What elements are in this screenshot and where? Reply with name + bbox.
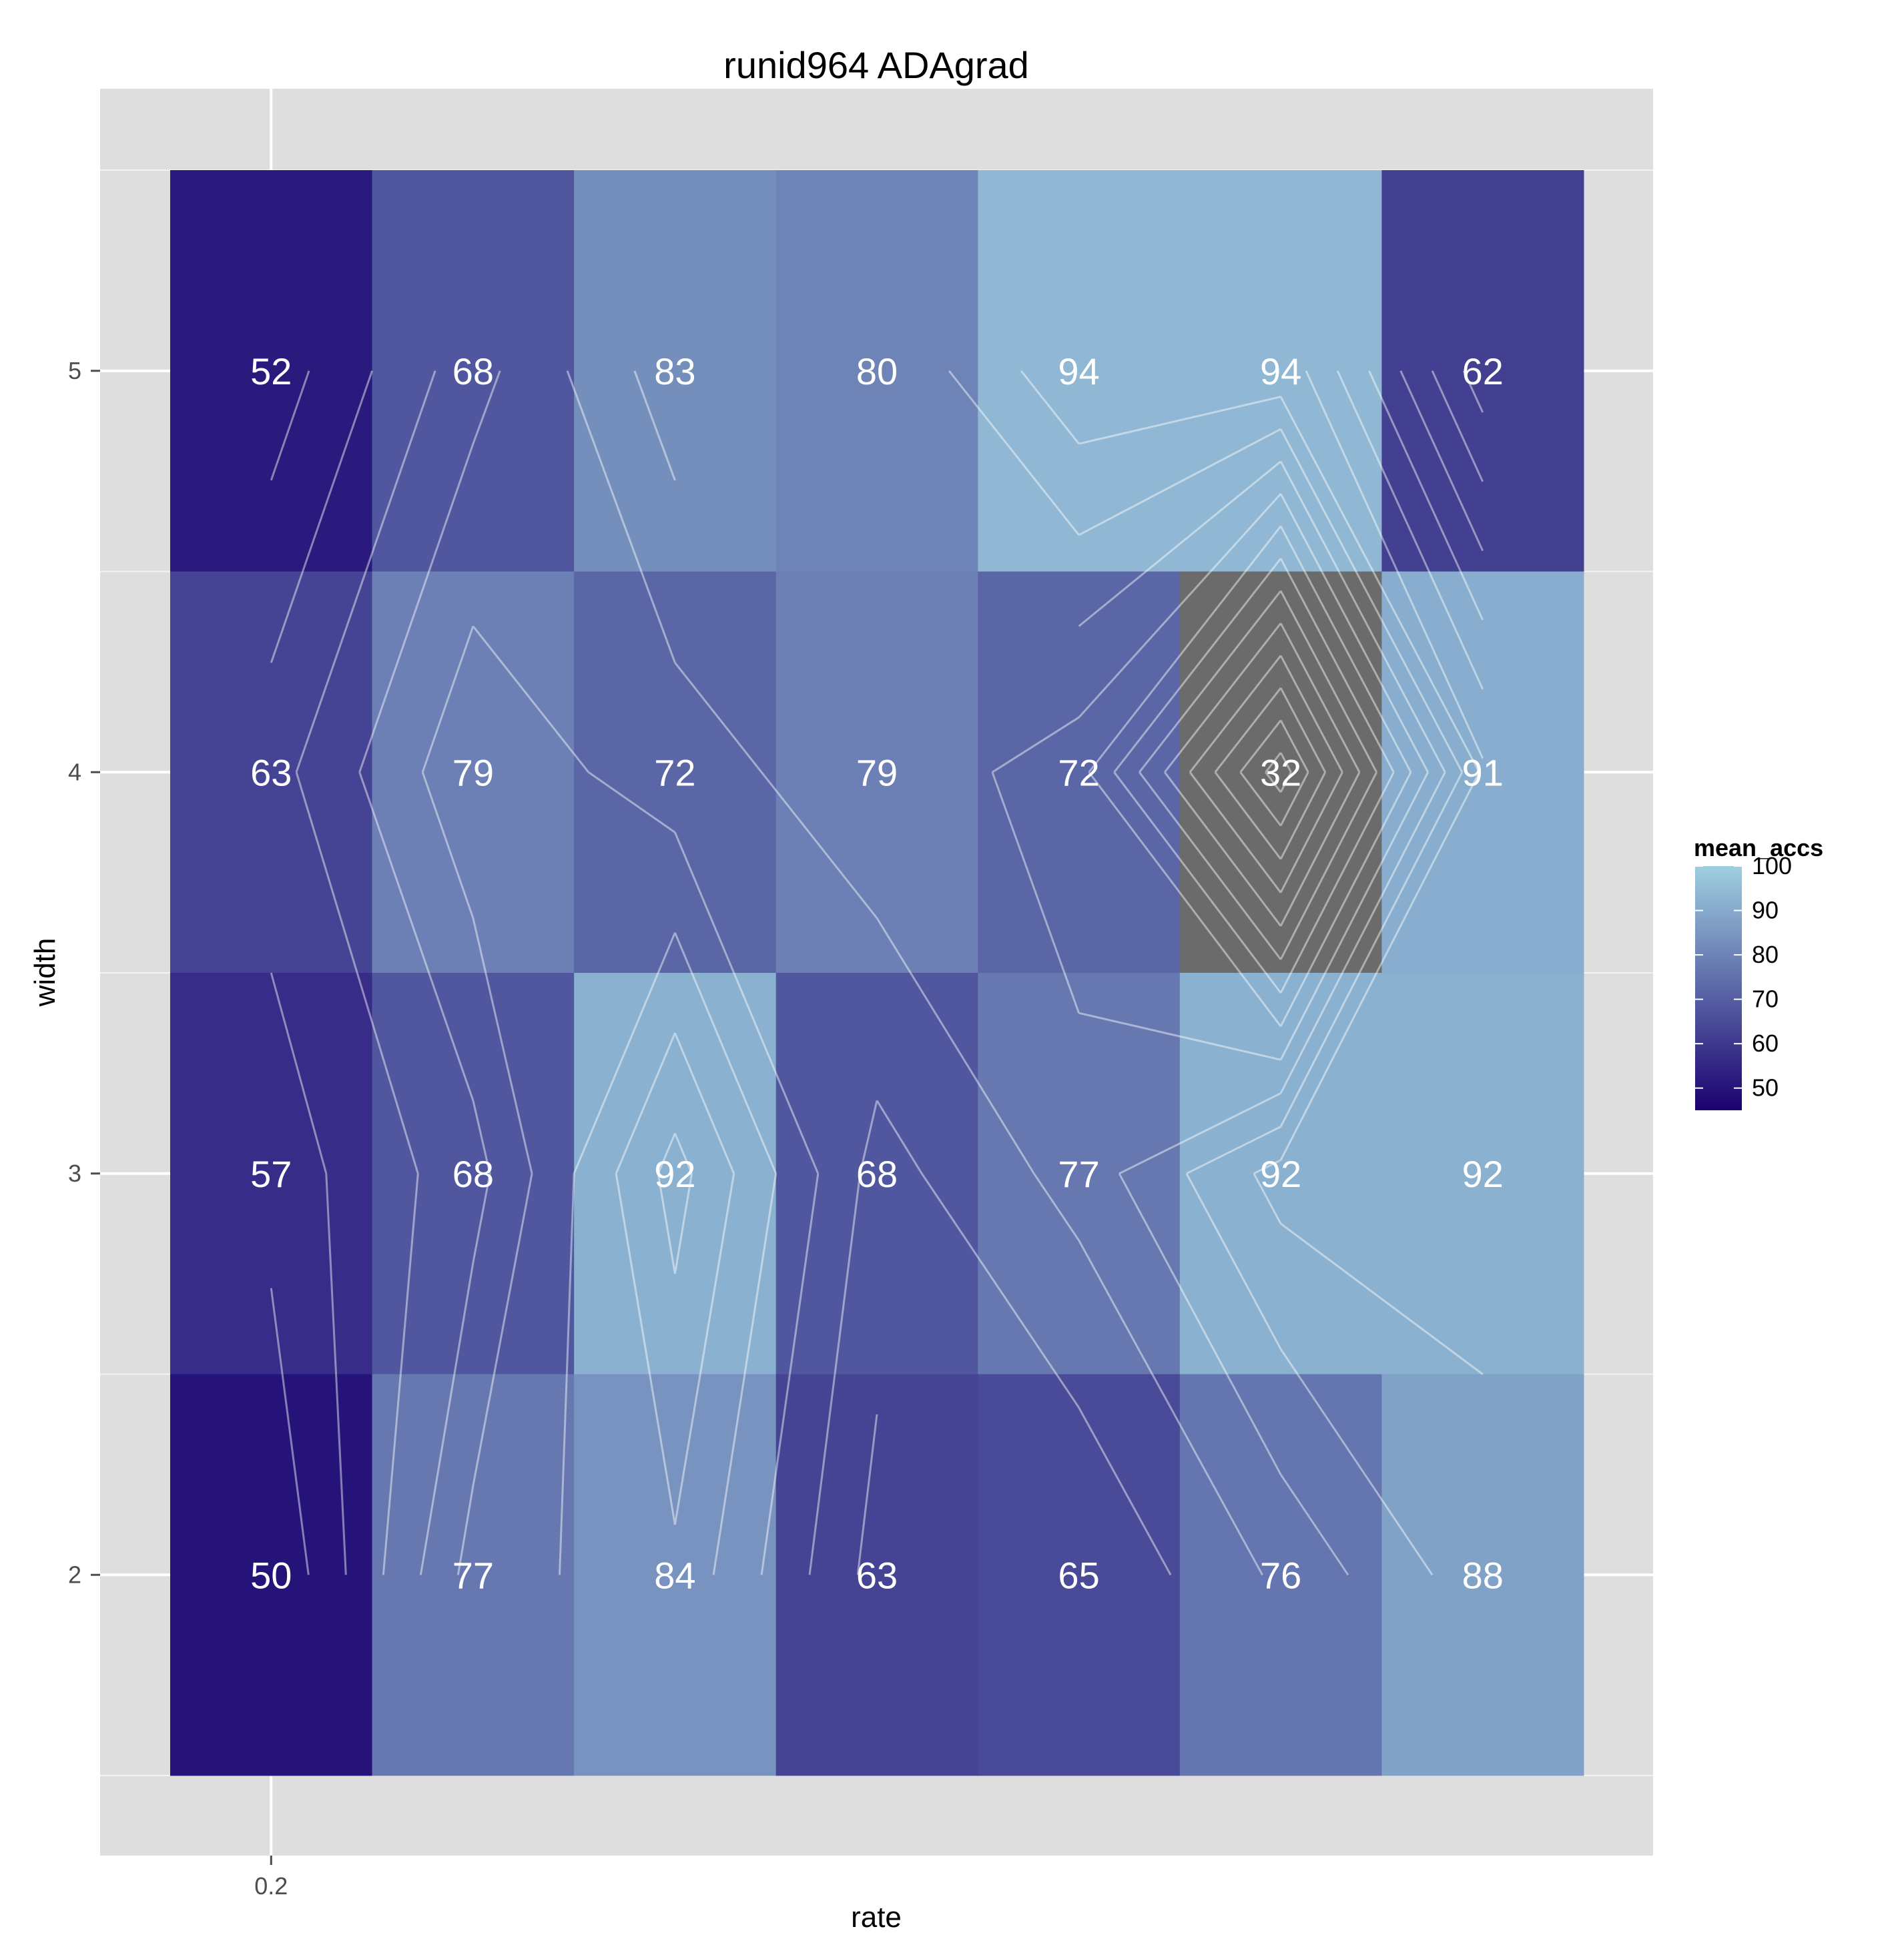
- heatmap-cell: [978, 1374, 1181, 1776]
- cell-value-label: 80: [856, 350, 898, 392]
- legend-label: 80: [1752, 941, 1779, 968]
- heatmap-cells: [170, 170, 1584, 1776]
- heatmap-cell: [978, 973, 1181, 1375]
- cell-value-label: 79: [856, 751, 898, 793]
- y-tick-label: 2: [68, 1561, 81, 1588]
- heatmap-cell: [1381, 170, 1584, 572]
- heatmap-cell: [1179, 571, 1382, 974]
- contour-line: [270, 370, 1361, 1575]
- heatmap-cell: [574, 1374, 777, 1776]
- heatmap-cell: [775, 973, 978, 1375]
- legend-ticks: 100 90 80 70 60 50: [1695, 852, 1792, 1102]
- heatmap-cell: [978, 170, 1181, 572]
- cell-value-label: 79: [452, 751, 494, 793]
- cell-value-label: 83: [654, 350, 695, 392]
- cell-value-label: 94: [1260, 350, 1301, 392]
- heatmap-cell: [372, 571, 575, 974]
- cell-value-label: 50: [250, 1554, 292, 1596]
- axes: 2 3 4 5 0.2: [68, 357, 288, 1900]
- cell-value-label: 84: [654, 1554, 695, 1596]
- contour-line: [615, 370, 1484, 1576]
- heatmap-cell: [775, 170, 978, 572]
- legend-colorbar: [1695, 866, 1742, 1110]
- legend-label: 60: [1752, 1030, 1779, 1057]
- chart-title: runid964 ADAgrad: [723, 44, 1029, 86]
- legend: mean_accs 100 90 80 70 60 50: [1694, 834, 1823, 1110]
- legend-label: 50: [1752, 1074, 1779, 1102]
- y-tick-label: 4: [68, 758, 81, 785]
- contour-line: [270, 370, 1378, 1575]
- cell-value-label: 76: [1260, 1554, 1301, 1596]
- x-axis-title: rate: [851, 1901, 902, 1934]
- heatmap-cell: [170, 1374, 373, 1776]
- cell-value-label: 52: [250, 350, 292, 392]
- cell-value-labels: 52 68 83 80 94 94 62 63 79 72 79 72 32 91 57 68 92 68 77 92…: [250, 350, 1504, 1597]
- heatmap-cell: [574, 973, 777, 1375]
- heatmap-cell: [170, 571, 373, 974]
- y-axis-title: width: [29, 938, 61, 1008]
- legend-label: 90: [1752, 897, 1779, 924]
- cell-value-label: 57: [250, 1153, 292, 1195]
- heatmap-cell: [1179, 170, 1382, 572]
- y-tick-label: 5: [68, 357, 81, 384]
- cell-value-label: 77: [452, 1554, 494, 1596]
- heatmap-cell: [1179, 1374, 1382, 1776]
- contour-line: [295, 370, 1484, 1575]
- cell-value-label: 63: [856, 1554, 898, 1596]
- cell-value-label: 65: [1058, 1554, 1099, 1596]
- contour-line: [358, 370, 1484, 1576]
- heatmap-cell: [775, 1374, 978, 1776]
- cell-value-label: 68: [856, 1153, 898, 1195]
- heatmap-cell: [574, 571, 777, 974]
- cell-value-label: 92: [654, 1153, 695, 1195]
- heatmap-cell: [1179, 973, 1382, 1375]
- cell-value-label: 72: [1058, 751, 1099, 793]
- contour-line: [1189, 655, 1343, 893]
- contour-lines: [270, 370, 1484, 1576]
- heatmap-cell: [372, 1374, 575, 1776]
- cell-value-label: 92: [1462, 1153, 1504, 1195]
- cell-value-label: 88: [1462, 1554, 1504, 1596]
- legend-title: mean_accs: [1694, 834, 1823, 861]
- y-tick-label: 3: [68, 1160, 81, 1187]
- heatmap-cell: [1381, 1374, 1584, 1776]
- heatmap-cell: [1381, 571, 1584, 974]
- cell-value-label: 94: [1058, 350, 1099, 392]
- heatmap-cell: [574, 170, 777, 572]
- heatmap-cell: [372, 170, 575, 572]
- contour-line: [1214, 687, 1327, 860]
- contour-line: [559, 370, 1484, 1576]
- legend-label: 100: [1752, 852, 1792, 879]
- contour-line: [421, 370, 1484, 1576]
- cell-value-label: 91: [1462, 751, 1504, 793]
- legend-label: 70: [1752, 986, 1779, 1013]
- contour-line: [657, 370, 1484, 1375]
- contour-line: [1265, 752, 1292, 793]
- cell-value-label: 77: [1058, 1153, 1099, 1195]
- heatmap-cell: [1381, 973, 1584, 1375]
- heatmap-cell: [978, 571, 1181, 974]
- cell-value-label: 68: [452, 1153, 494, 1195]
- cell-value-label: 92: [1260, 1153, 1301, 1195]
- heatmap-cell: [170, 973, 373, 1375]
- heatmap-cell: [170, 170, 373, 572]
- cell-value-label: 62: [1462, 350, 1504, 392]
- cell-value-label: 68: [452, 350, 494, 392]
- cell-value-label: 72: [654, 751, 695, 793]
- heatmap-cell: [775, 571, 978, 974]
- contour-line: [1239, 719, 1309, 827]
- heatmap-cell: [372, 973, 575, 1375]
- x-tick-label: 0.2: [254, 1872, 288, 1900]
- cell-value-label: 32: [1260, 751, 1301, 793]
- cell-value-label: 63: [250, 751, 292, 793]
